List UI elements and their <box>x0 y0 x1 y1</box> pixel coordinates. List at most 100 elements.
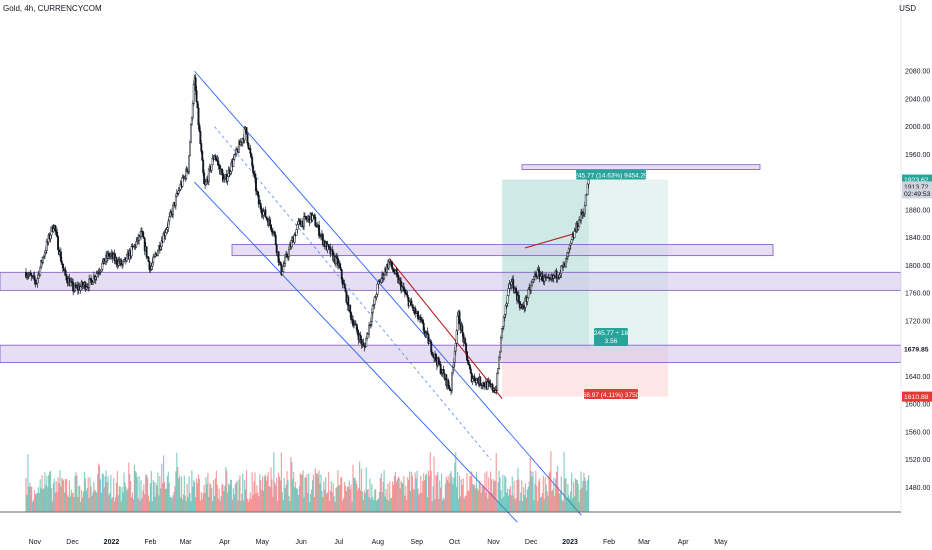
volume-bar <box>58 483 60 512</box>
volume-bar <box>587 479 589 512</box>
volume-bar <box>476 488 479 512</box>
volume-bar <box>400 480 402 512</box>
volume-bar <box>242 473 244 512</box>
volume-bar <box>531 476 533 512</box>
candle-body <box>402 286 405 292</box>
candle-body <box>395 269 398 274</box>
volume-bar <box>218 488 220 512</box>
volume-bar <box>441 500 444 512</box>
volume-bar <box>95 491 97 512</box>
candle-body <box>356 330 359 335</box>
price-tick-label: 1960.00 <box>905 152 930 159</box>
candle-body <box>148 261 151 270</box>
volume-bar <box>376 499 379 512</box>
volume-bar <box>318 470 320 512</box>
volume-bar <box>452 484 454 512</box>
candle-body <box>56 231 59 237</box>
candle-body <box>296 224 299 230</box>
volume-bar <box>525 497 528 512</box>
volume-bar <box>267 472 269 512</box>
volume-bar <box>90 486 92 512</box>
volume-bar <box>76 475 78 512</box>
candle-body <box>442 368 445 374</box>
price-tick-label: 1840.00 <box>905 235 930 242</box>
volume-bar <box>197 474 200 512</box>
volume-bar <box>533 500 535 512</box>
volume-bar <box>196 483 199 512</box>
time-tick-label: Aug <box>372 539 385 546</box>
volume-bar <box>118 486 120 512</box>
volume-bar <box>362 499 364 512</box>
volume-bar <box>328 500 331 512</box>
volume-bar <box>127 488 129 512</box>
price-tick-label: 1560.00 <box>905 429 930 436</box>
candle-body <box>299 219 302 225</box>
volume-bar <box>343 482 346 512</box>
volume-bar <box>432 486 434 512</box>
time-tick-label: May <box>714 539 728 546</box>
candle-body <box>85 286 88 290</box>
volume-bar <box>269 487 271 512</box>
price-axis[interactable]: 2080.002040.002000.001960.001920.001880.… <box>900 0 932 550</box>
candle-body <box>270 224 272 230</box>
candle-body <box>355 324 358 331</box>
volume-bar <box>203 485 205 512</box>
volume-bar <box>159 476 161 512</box>
candle-body <box>421 320 424 324</box>
volume-bar <box>552 489 554 512</box>
volume-bar <box>84 478 86 512</box>
volume-bar <box>347 486 349 512</box>
volume-bar <box>83 471 86 512</box>
volume-bar <box>208 496 210 512</box>
volume-bar <box>101 473 103 512</box>
candle-body <box>277 251 280 263</box>
volume-bar <box>220 496 222 512</box>
volume-bar <box>490 479 493 512</box>
candle-body <box>558 274 561 278</box>
volume-bar <box>327 472 330 512</box>
volume-bar <box>322 496 324 512</box>
candle-body <box>466 351 468 361</box>
volume-bar <box>351 501 353 512</box>
volume-bar <box>571 498 574 512</box>
volume-bar <box>558 493 560 512</box>
candle-body <box>233 154 236 160</box>
candle-body <box>221 168 223 174</box>
volume-bar <box>70 489 72 512</box>
volume-bar <box>251 472 253 512</box>
volume-bar <box>158 495 160 512</box>
volume-bar <box>262 490 265 512</box>
candle-body <box>91 282 94 285</box>
time-axis[interactable]: Nov Dec 2022 Feb Mar Apr May Jun Jul Aug Sep Oct Nov… <box>29 539 728 546</box>
volume-bar <box>526 489 528 512</box>
volume-bar <box>522 501 524 512</box>
volume-bar <box>448 482 450 512</box>
drawing-annotations[interactable] <box>0 70 902 523</box>
volume-bar <box>245 470 248 512</box>
volume-bar <box>148 501 151 512</box>
stop-label-box <box>584 389 638 399</box>
volume-bar <box>446 480 448 512</box>
volume-bar <box>53 478 55 512</box>
candle-body <box>29 272 32 276</box>
volume-bar <box>439 480 441 512</box>
volume-bar <box>194 482 196 512</box>
volume-bar <box>81 490 83 512</box>
symbol-title[interactable]: Gold, 4h, CURRENCYCOM <box>3 4 102 13</box>
volume-bar <box>389 481 391 512</box>
candle-body <box>100 268 103 272</box>
volume-bar <box>32 499 35 512</box>
volume-bar <box>464 495 466 512</box>
volume-bar <box>233 494 235 512</box>
candle-body <box>34 280 37 284</box>
candle-body <box>455 330 458 344</box>
volume-bar <box>244 479 246 512</box>
volume-bar <box>210 484 212 512</box>
support-resistance-zone <box>521 164 761 170</box>
candle-body <box>190 117 193 125</box>
candle-body <box>586 183 589 195</box>
price-tick-label: 2040.00 <box>905 96 930 103</box>
volume-bar <box>111 498 113 512</box>
price-tick-label: 1880.00 <box>905 207 930 214</box>
